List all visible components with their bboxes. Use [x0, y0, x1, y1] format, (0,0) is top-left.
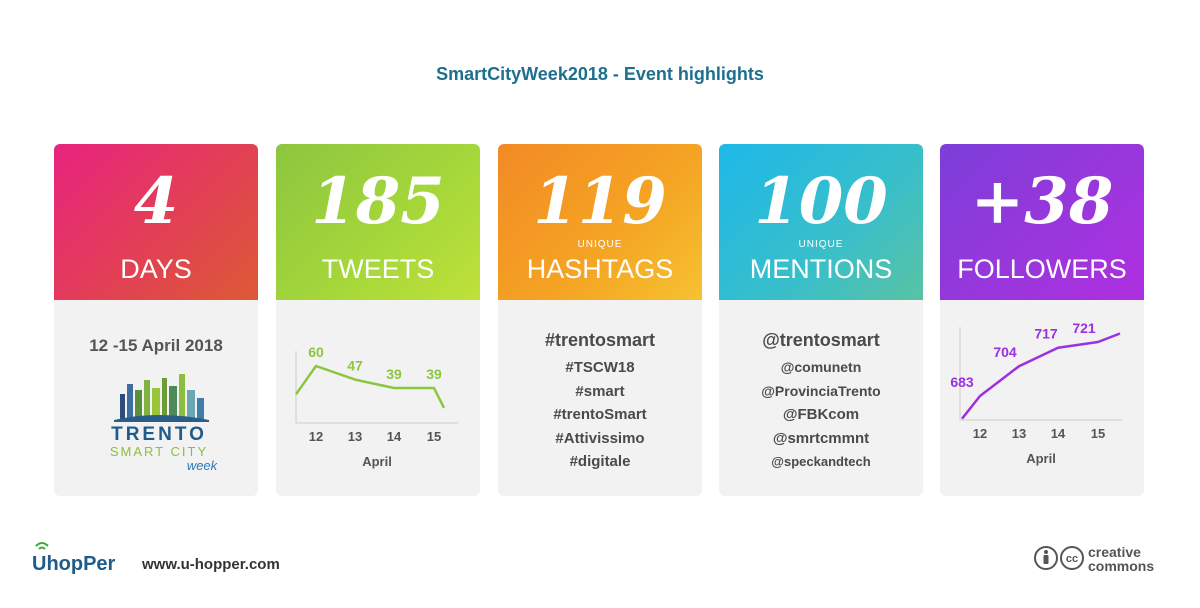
card-mentions-header: 100 UNIQUE MENTIONS	[719, 144, 923, 300]
x-axis-label: April	[1026, 451, 1056, 466]
hashtag-list: #trentosmart #TSCW18 #smart #trentoSmart…	[498, 330, 702, 474]
data-label: 39	[426, 366, 442, 382]
uhopper-brand-text: UhopPer	[32, 553, 116, 575]
data-label: 39	[386, 366, 402, 382]
wifi-icon	[35, 542, 49, 550]
data-label: 683	[950, 374, 974, 390]
series-line	[294, 364, 446, 409]
x-tick-label: 15	[427, 429, 441, 444]
data-label: 721	[1072, 320, 1096, 336]
tweets-label: TWEETS	[321, 254, 435, 284]
hashtags-number: 119	[533, 164, 667, 239]
hashtag-item: #trentoSmart	[553, 406, 647, 423]
mention-item: @speckandtech	[771, 454, 871, 469]
data-label: 60	[308, 344, 324, 360]
page-title: SmartCityWeek2018 - Event highlights	[436, 64, 764, 84]
event-dates: 12 -15 April 2018	[89, 336, 223, 355]
followers-number: +38	[970, 164, 1114, 239]
hashtag-item: #Attivissimo	[555, 429, 645, 447]
logo-trento-text: TRENTO	[111, 424, 207, 445]
card-tweets: 185 TWEETS 60 12 47 13 39 14 39 15 April	[276, 144, 480, 496]
uhopper-logo: UhopPer	[32, 542, 116, 575]
hashtag-item: #digitale	[569, 453, 631, 470]
x-axis-label: April	[362, 454, 392, 469]
x-tick-label: 13	[1012, 426, 1026, 441]
card-days-header: 4 DAYS	[54, 144, 258, 300]
mention-item: @ProvinciaTrento	[761, 382, 881, 399]
data-label: 47	[347, 358, 363, 374]
followers-line-chart: 683 12 704 13 717 14 721 15 April	[950, 320, 1122, 466]
card-mentions-body: @trentosmart @comunetn @ProvinciaTrento …	[719, 300, 923, 496]
card-followers-body: 683 12 704 13 717 14 721 15 April	[940, 300, 1144, 496]
creative-commons-logo: cc creative commons	[1034, 544, 1154, 574]
card-followers: +38 FOLLOWERS 683 12 704 13 717 14 721 15 April	[940, 144, 1144, 496]
mention-list: @trentosmart @comunetn @ProvinciaTrento …	[719, 330, 923, 474]
x-tick-label: 14	[387, 429, 402, 444]
logo-smartcity-text: SMART CITY	[110, 444, 208, 459]
trento-smart-city-week-logo: TRENTO SMART CITY week	[110, 374, 219, 473]
cc-by-icon: cc	[1034, 546, 1084, 570]
card-tweets-header: 185 TWEETS	[276, 144, 480, 300]
hashtags-unique-label: UNIQUE	[577, 239, 623, 250]
data-label: 704	[993, 344, 1017, 360]
data-label: 717	[1034, 326, 1058, 342]
card-days: 4 DAYS 12 -15 April 2018 TRENTO SMART CI…	[54, 144, 258, 496]
mention-item: @comunetn	[780, 359, 862, 375]
hashtag-item: #smart	[575, 382, 625, 400]
mention-item: @smrtcmmnt	[772, 429, 870, 447]
x-tick-label: 12	[973, 426, 987, 441]
mention-item: @FBKcom	[782, 406, 860, 423]
x-tick-label: 13	[348, 429, 362, 444]
hashtags-label: HASHTAGS	[526, 254, 674, 284]
card-tweets-body: 60 12 47 13 39 14 39 15 April	[276, 300, 480, 496]
skyline-icon	[114, 374, 209, 422]
hashtag-item: #trentosmart	[544, 330, 656, 350]
followers-label: FOLLOWERS	[957, 254, 1127, 284]
mentions-number: 100	[754, 164, 888, 239]
card-hashtags: 119 UNIQUE HASHTAGS #trentosmart #TSCW18…	[498, 144, 702, 496]
days-label: DAYS	[120, 254, 192, 284]
tweets-number: 185	[311, 164, 445, 239]
cc-commons-text: commons	[1088, 558, 1154, 574]
hashtag-item: #TSCW18	[565, 359, 635, 376]
card-hashtags-header: 119 UNIQUE HASHTAGS	[498, 144, 702, 300]
x-tick-label: 12	[309, 429, 323, 444]
card-followers-header: +38 FOLLOWERS	[940, 144, 1144, 300]
mention-item: @trentosmart	[762, 330, 880, 350]
svg-text:cc: cc	[1066, 553, 1078, 565]
card-mentions: 100 UNIQUE MENTIONS @trentosmart @comune…	[719, 144, 923, 496]
tweets-line-chart: 60 12 47 13 39 14 39 15 April	[294, 344, 458, 469]
card-hashtags-body: #trentosmart #TSCW18 #smart #trentoSmart…	[498, 300, 702, 496]
card-days-body: 12 -15 April 2018 TRENTO SMART CITY week	[54, 300, 258, 496]
logo-week-text: week	[187, 458, 219, 473]
website-link[interactable]: www.u-hopper.com	[142, 556, 280, 573]
x-tick-label: 14	[1051, 426, 1066, 441]
series-line	[961, 332, 1121, 420]
x-tick-label: 15	[1091, 426, 1105, 441]
mentions-label: MENTIONS	[749, 254, 893, 284]
days-number: 4	[133, 164, 179, 239]
mentions-unique-label: UNIQUE	[798, 239, 844, 250]
cc-creative-text: creative	[1088, 544, 1141, 560]
